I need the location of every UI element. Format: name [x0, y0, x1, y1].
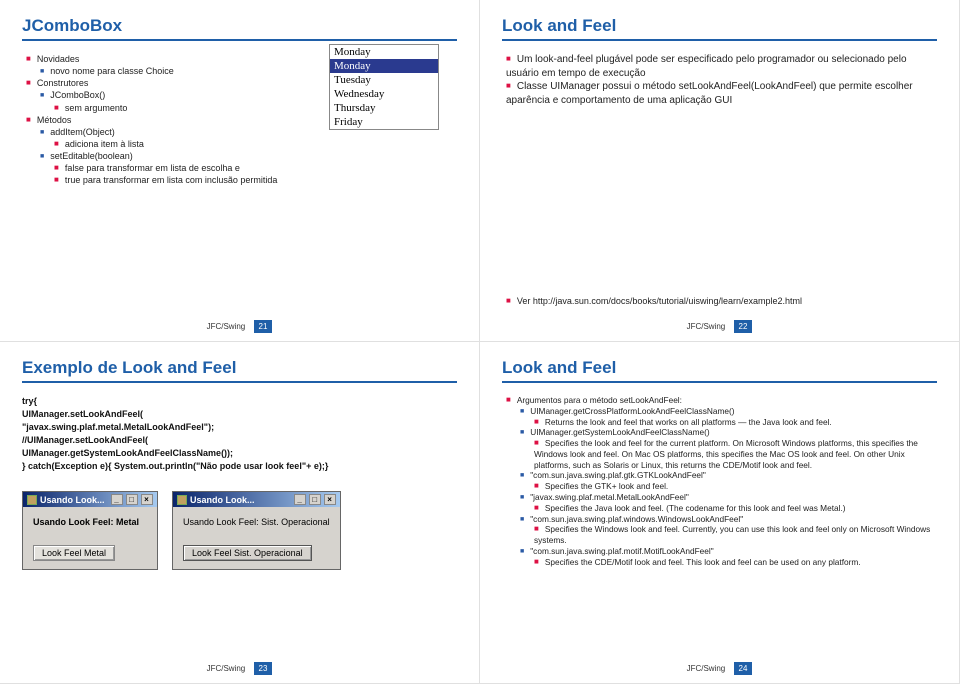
bullet-item: Returns the look and feel that works on …: [506, 417, 937, 428]
window-title-text: Usando Look...: [40, 495, 105, 505]
page-number: 21: [254, 320, 273, 333]
code-line: //UIManager.setLookAndFeel(: [22, 434, 457, 447]
title-rule: [22, 381, 457, 383]
combobox-demo[interactable]: MondayMondayTuesdayWednesdayThursdayFrid…: [329, 44, 439, 130]
code-line: try{: [22, 395, 457, 408]
slide-title: Look and Feel: [502, 358, 937, 378]
look-feel-button[interactable]: Look Feel Metal: [33, 545, 115, 561]
window-titlebar: Usando Look... _ □ ×: [23, 492, 157, 507]
slide-1: JComboBox Novidadesnovo nome para classe…: [0, 0, 480, 342]
window-icon: [27, 495, 37, 505]
close-icon[interactable]: ×: [324, 494, 336, 505]
combo-option[interactable]: Monday: [330, 45, 438, 59]
look-feel-button[interactable]: Look Feel Sist. Operacional: [183, 545, 312, 561]
window-icon: [177, 495, 187, 505]
bullet-list: Argumentos para o método setLookAndFeel:…: [502, 395, 937, 568]
footer-label: JFC/Swing: [207, 322, 246, 331]
bullet-item: true para transformar em lista com inclu…: [26, 174, 457, 186]
bullet-list: Um look-and-feel plugável pode ser espec…: [502, 53, 937, 107]
window-titlebar: Usando Look... _ □ ×: [173, 492, 340, 507]
bullet-item: "com.sun.java.swing.plaf.gtk.GTKLookAndF…: [506, 470, 937, 481]
bullet-item: setEditable(boolean): [26, 150, 457, 162]
window-system: Usando Look... _ □ × Usando Look Feel: S…: [172, 491, 341, 570]
code-line: } catch(Exception e){ System.out.println…: [22, 460, 457, 473]
ref-list: Ver http://java.sun.com/docs/books/tutor…: [502, 295, 937, 307]
bullet-item: Specifies the Windows look and feel. Cur…: [506, 524, 937, 546]
code-block: try{ UIManager.setLookAndFeel( "javax.sw…: [22, 395, 457, 473]
bullet-item: Classe UIManager possui o método setLook…: [506, 80, 937, 107]
footer-label: JFC/Swing: [687, 322, 726, 331]
combo-option[interactable]: Thursday: [330, 101, 438, 115]
code-line: UIManager.setLookAndFeel(: [22, 408, 457, 421]
window-metal: Usando Look... _ □ × Usando Look Feel: M…: [22, 491, 158, 570]
bullet-item: Specifies the CDE/Motif look and feel. T…: [506, 557, 937, 568]
bullet-item: false para transformar em lista de escol…: [26, 162, 457, 174]
window-label: Usando Look Feel: Metal: [33, 517, 147, 527]
slide-footer: JFC/Swing 23: [0, 662, 479, 675]
minimize-icon[interactable]: _: [111, 494, 123, 505]
title-rule: [502, 39, 937, 41]
bullet-item: Ver http://java.sun.com/docs/books/tutor…: [506, 295, 937, 307]
slide-3: Exemplo de Look and Feel try{ UIManager.…: [0, 342, 480, 684]
footer-label: JFC/Swing: [207, 664, 246, 673]
bullet-item: Um look-and-feel plugável pode ser espec…: [506, 53, 937, 80]
slide-title: Exemplo de Look and Feel: [22, 358, 457, 378]
window-title-text: Usando Look...: [190, 495, 255, 505]
bullet-item: UIManager.getSystemLookAndFeelClassName(…: [506, 427, 937, 438]
bullet-item: Specifies the GTK+ look and feel.: [506, 481, 937, 492]
bullet-item: Argumentos para o método setLookAndFeel:: [506, 395, 937, 406]
bullet-item: "com.sun.java.swing.plaf.motif.MotifLook…: [506, 546, 937, 557]
combo-option[interactable]: Tuesday: [330, 73, 438, 87]
slide-4: Look and Feel Argumentos para o método s…: [480, 342, 960, 684]
bullet-item: "javax.swing.plaf.metal.MetalLookAndFeel…: [506, 492, 937, 503]
minimize-icon[interactable]: _: [294, 494, 306, 505]
slide-2: Look and Feel Um look-and-feel plugável …: [480, 0, 960, 342]
window-body: Usando Look Feel: Sist. Operacional Look…: [173, 507, 340, 569]
code-line: "javax.swing.plaf.metal.MetalLookAndFeel…: [22, 421, 457, 434]
bullet-item: "com.sun.java.swing.plaf.windows.Windows…: [506, 514, 937, 525]
combo-option[interactable]: Monday: [330, 59, 438, 73]
close-icon[interactable]: ×: [141, 494, 153, 505]
windows-row: Usando Look... _ □ × Usando Look Feel: M…: [22, 491, 457, 570]
code-line: UIManager.getSystemLookAndFeelClassName(…: [22, 447, 457, 460]
title-rule: [502, 381, 937, 383]
maximize-icon[interactable]: □: [126, 494, 138, 505]
maximize-icon[interactable]: □: [309, 494, 321, 505]
bullet-item: Specifies the Java look and feel. (The c…: [506, 503, 937, 514]
bullet-item: Specifies the look and feel for the curr…: [506, 438, 937, 470]
window-body: Usando Look Feel: Metal Look Feel Metal: [23, 507, 157, 569]
window-label: Usando Look Feel: Sist. Operacional: [183, 517, 330, 527]
slide-footer: JFC/Swing 21: [0, 320, 479, 333]
page-number: 24: [734, 662, 753, 675]
title-rule: [22, 39, 457, 41]
slide-title: Look and Feel: [502, 16, 937, 36]
bullet-item: adiciona item à lista: [26, 138, 457, 150]
slide-title: JComboBox: [22, 16, 457, 36]
combo-option[interactable]: Friday: [330, 115, 438, 129]
slide-footer: JFC/Swing 22: [480, 320, 959, 333]
combo-option[interactable]: Wednesday: [330, 87, 438, 101]
bullet-item: UIManager.getCrossPlatformLookAndFeelCla…: [506, 406, 937, 417]
page-number: 23: [254, 662, 273, 675]
page-number: 22: [734, 320, 753, 333]
footer-label: JFC/Swing: [687, 664, 726, 673]
slide-footer: JFC/Swing 24: [480, 662, 959, 675]
